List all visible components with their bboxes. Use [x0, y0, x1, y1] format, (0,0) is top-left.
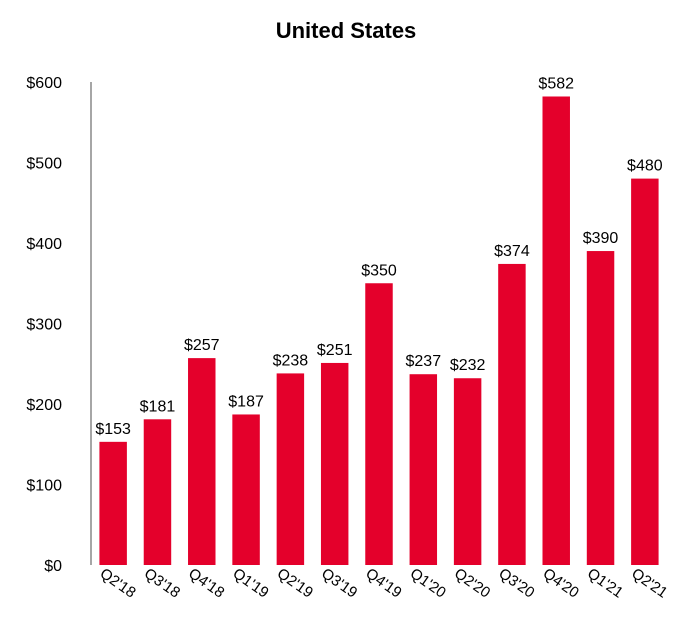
data-label: $480 [627, 158, 663, 175]
bar [232, 414, 260, 565]
y-tick-label: $200 [26, 397, 62, 414]
bar [143, 419, 172, 565]
chart-title: United States [276, 18, 417, 43]
data-label: $257 [184, 337, 220, 354]
bar [631, 178, 659, 565]
data-label: $374 [494, 243, 530, 260]
y-tick-label: $300 [26, 317, 62, 334]
x-tick-label: Q1'20 [407, 565, 449, 602]
bar [365, 283, 393, 565]
bar [542, 96, 570, 566]
x-tick-label: Q2'19 [274, 565, 316, 602]
x-tick-label: Q4'19 [363, 565, 405, 602]
data-label: $390 [583, 230, 619, 247]
x-tick-label: Q4'20 [540, 565, 582, 602]
x-tick-label: Q2'21 [628, 565, 670, 602]
x-tick-label: Q3'18 [141, 565, 183, 602]
data-label: $153 [95, 421, 131, 438]
x-axis: Q2'18 Q3'18 Q4'18 Q1'19 Q2'19 Q3'19 Q4'19 Q1'20… [97, 565, 671, 602]
bars [99, 96, 659, 566]
x-tick-label: Q4'18 [185, 565, 227, 602]
bar [276, 373, 305, 565]
data-label: $238 [273, 352, 309, 369]
y-tick-label: $400 [26, 236, 62, 253]
bar [409, 374, 438, 565]
x-tick-label: Q1'19 [230, 565, 272, 602]
y-axis: $0 $100 $200 $300 $400 $500 $600 [26, 75, 92, 575]
data-label: $350 [361, 262, 397, 279]
x-tick-label: Q3'19 [318, 565, 360, 602]
bar [586, 251, 615, 566]
x-tick-label: Q1'21 [584, 565, 626, 602]
bar [188, 358, 216, 565]
y-tick-label: $500 [26, 156, 62, 173]
data-label: $251 [317, 342, 353, 359]
bar [453, 378, 482, 565]
x-tick-label: Q3'20 [495, 565, 537, 602]
x-tick-label: Q2'18 [97, 565, 139, 602]
y-tick-label: $600 [26, 75, 62, 92]
data-label: $187 [228, 393, 264, 410]
bar [99, 441, 127, 565]
data-label: $582 [538, 75, 574, 92]
data-labels: $153 $181 $257 $187 $238 $251 $350 $237 $232 $374… [95, 75, 662, 437]
x-tick-label: Q2'20 [451, 565, 493, 602]
bar [498, 263, 526, 565]
y-tick-label: $100 [26, 478, 62, 495]
y-tick-label: $0 [44, 558, 62, 575]
data-label: $181 [140, 398, 176, 415]
data-label: $237 [406, 353, 442, 370]
data-label: $232 [450, 357, 486, 374]
bar [320, 362, 349, 565]
